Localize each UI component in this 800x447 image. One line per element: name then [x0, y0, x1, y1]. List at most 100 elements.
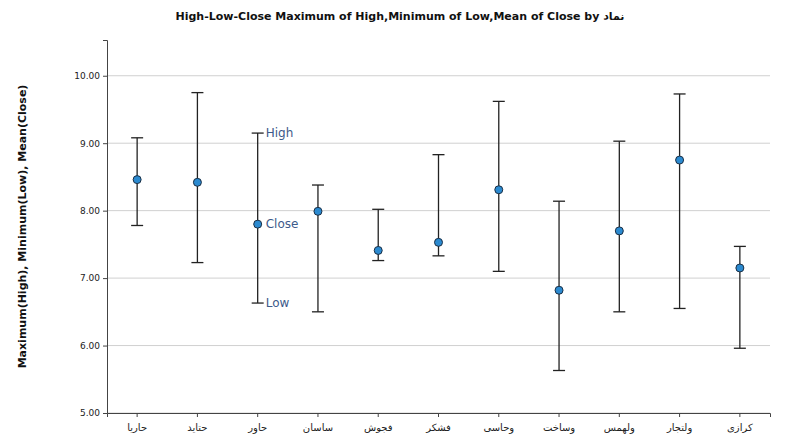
high-low-line [679, 94, 680, 308]
x-tick: حاریا [127, 413, 147, 433]
x-tick-mark [679, 413, 680, 417]
y-axis-title: Maximum(High), Minimum(Low), Mean(Close) [16, 85, 29, 369]
high-low-line [197, 93, 198, 263]
x-tick-mark [197, 413, 198, 417]
high-cap [312, 184, 324, 185]
y-tick: 5.00 [80, 408, 107, 418]
low-cap [191, 262, 203, 263]
high-low-line [257, 133, 258, 303]
y-tick: 9.00 [80, 139, 107, 149]
x-tick-label: ولتجار [666, 422, 692, 434]
high-low-line [317, 185, 318, 312]
x-tick: کرازی [727, 413, 753, 433]
low-cap [312, 311, 324, 312]
x-tick-mark [378, 413, 379, 417]
high-cap [553, 201, 565, 202]
marks [131, 93, 746, 371]
x-tick-mark [137, 413, 138, 417]
y-tick: 10.00 [74, 71, 107, 81]
x-tick-label: حاریا [127, 422, 147, 433]
x-tick: ولهمس [604, 413, 635, 434]
low-cap [131, 225, 143, 226]
high-cap [252, 132, 264, 133]
close-marker [676, 156, 684, 164]
hlc-item [433, 155, 445, 256]
close-marker [615, 227, 623, 235]
y-tick-mark [103, 211, 107, 212]
grid-line [107, 345, 770, 346]
low-cap [493, 271, 505, 272]
x-tick: حاور [247, 413, 267, 434]
x-tick: ولتجار [666, 413, 692, 434]
title: High-Low-Close Maximum of High,Minimum o… [176, 10, 625, 23]
y-tick-label: 9.00 [80, 139, 100, 149]
x-tick-mark [619, 413, 620, 417]
grid-line [107, 278, 770, 279]
x-axis: حاریا حتاید حاور ساسان فجوش فشکر وحاسی وساخت وله… [108, 413, 771, 434]
y-tick-label: 6.00 [80, 341, 100, 351]
high-cap [372, 209, 384, 210]
high-cap [433, 154, 445, 155]
close-marker [254, 220, 262, 228]
x-tick: فجوش [364, 413, 393, 433]
low-cap [372, 260, 384, 261]
hlc-item [613, 141, 625, 312]
high-cap [493, 101, 505, 102]
hlc-item [372, 209, 384, 260]
low-cap [734, 348, 746, 349]
low-cap [252, 302, 264, 303]
high-cap [674, 93, 686, 94]
hlc-item [131, 138, 143, 226]
hlc-item [674, 94, 686, 308]
y-tick-mark [103, 76, 107, 77]
annotation: Close [266, 217, 299, 231]
chart: 5.00 6.00 7.00 8.00 9.00 10.00 حاریا حتاید حاور س… [0, 0, 800, 447]
x-tick-label: حاور [247, 422, 267, 434]
x-tick-label: وحاسی [483, 422, 514, 434]
hlc-item [191, 93, 203, 263]
annotation: High [266, 126, 294, 140]
y-tick-label: 7.00 [80, 273, 100, 283]
x-tick: ساسان [303, 413, 333, 433]
y-tick: 6.00 [80, 341, 107, 351]
low-cap [433, 255, 445, 256]
high-cap [613, 141, 625, 142]
hlc-item [553, 201, 565, 370]
hlc-item [493, 101, 505, 271]
x-tick-label: فشکر [425, 422, 451, 433]
close-marker [736, 264, 744, 272]
y-tick-mark [103, 413, 107, 414]
close-marker [374, 246, 382, 254]
x-tick-label: ولهمس [604, 422, 635, 434]
grid [107, 76, 770, 413]
y-tick-label: 8.00 [80, 206, 100, 216]
hlc-item [312, 185, 324, 312]
low-cap [553, 370, 565, 371]
x-tick: حتاید [187, 413, 207, 433]
low-cap [674, 308, 686, 309]
y-tick-mark [103, 143, 107, 144]
x-tick: وحاسی [483, 413, 514, 434]
grid-line [107, 75, 770, 76]
x-tick-mark [317, 413, 318, 417]
annotation: Low [266, 296, 290, 310]
y-tick: 7.00 [80, 273, 107, 283]
close-marker [555, 286, 563, 294]
high-cap [734, 246, 746, 247]
x-tick: فشکر [425, 413, 451, 433]
y-axis: 5.00 6.00 7.00 8.00 9.00 10.00 [74, 41, 107, 419]
high-low-line [739, 246, 740, 348]
x-tick-label: فجوش [364, 422, 393, 433]
x-tick-mark [739, 413, 740, 417]
high-cap [191, 92, 203, 93]
y-tick-mark [103, 346, 107, 347]
x-tick-mark [498, 413, 499, 417]
low-cap [613, 311, 625, 312]
x-tick-label: وساخت [543, 422, 575, 434]
x-tick-mark [438, 413, 439, 417]
high-cap [131, 137, 143, 138]
x-axis-line [108, 414, 771, 418]
hlc-item [734, 246, 746, 348]
close-marker [193, 178, 201, 186]
x-tick-label: کرازی [727, 422, 753, 433]
